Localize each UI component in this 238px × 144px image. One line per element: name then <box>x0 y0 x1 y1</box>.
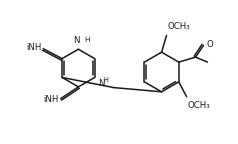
Text: H: H <box>104 77 109 83</box>
Text: N: N <box>98 79 104 88</box>
Text: OCH₃: OCH₃ <box>168 22 190 31</box>
Text: iNH: iNH <box>26 43 41 52</box>
Text: O: O <box>207 40 213 49</box>
Text: N: N <box>73 36 79 45</box>
Text: iNH: iNH <box>43 95 59 104</box>
Text: OCH₃: OCH₃ <box>188 101 210 110</box>
Text: H: H <box>84 37 90 43</box>
